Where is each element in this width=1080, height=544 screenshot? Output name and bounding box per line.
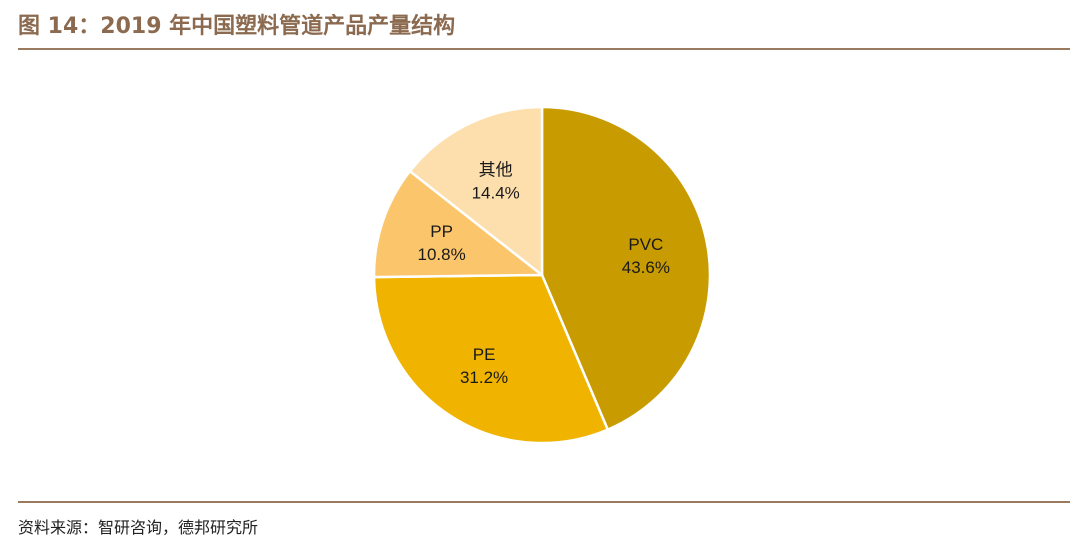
footer-divider [18, 501, 1070, 503]
pie-slice-2 [372, 273, 610, 445]
slice-category-label: 其他 [479, 161, 513, 180]
figure-title: 图 14：2019 年中国塑料管道产品产量结构 [18, 14, 456, 39]
slice-category-label: PVC [628, 235, 663, 254]
pie-slice-3 [372, 169, 544, 279]
slice-value-label: 14.4% [472, 184, 520, 203]
title-divider [18, 48, 1070, 50]
source-note: 资料来源：智研咨询，德邦研究所 [18, 518, 259, 537]
slice-category-label: PE [473, 345, 496, 364]
slice-value-label: 43.6% [622, 258, 670, 277]
pie-slice-1 [540, 105, 712, 431]
slice-value-label: 10.8% [418, 245, 466, 264]
slice-category-label: PP [430, 222, 453, 241]
pie-slice-4 [408, 105, 544, 277]
slice-value-label: 31.2% [460, 368, 508, 387]
